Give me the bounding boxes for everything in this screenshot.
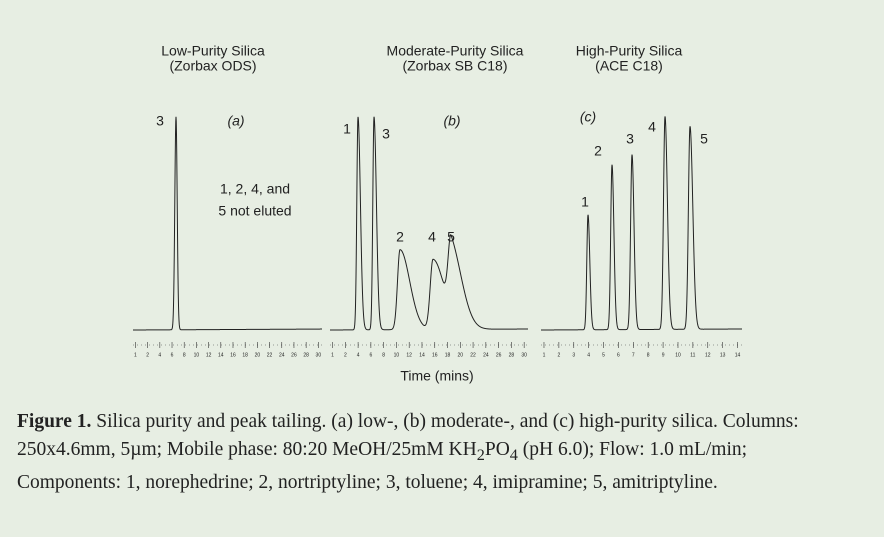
tick: 2: [557, 352, 560, 358]
plots: Low-Purity Silica(Zorbax ODS) (a) 1, 2, 4,…: [133, 43, 742, 358]
caption-sub: 2: [476, 445, 485, 464]
tick: 4: [158, 352, 161, 358]
chromatogram: [541, 116, 742, 331]
tick: 28: [509, 352, 515, 358]
panel-title: Low-Purity Silica: [161, 43, 265, 59]
figure: Low-Purity Silica(Zorbax ODS) (a) 1, 2, 4,…: [133, 43, 742, 384]
tick: 12: [705, 352, 711, 358]
peak-label: 3: [156, 113, 164, 129]
tick: 1: [543, 352, 546, 358]
panel-title: (Zorbax ODS): [169, 58, 256, 74]
caption-text: (pH 6.0); Flow: 1.0 mL/min; Components: …: [17, 438, 748, 493]
peak-label: 3: [626, 131, 634, 147]
panel-title: (ACE C18): [595, 58, 663, 74]
tick: 2: [344, 352, 347, 358]
caption-text: PO: [484, 438, 510, 460]
tick: 11: [690, 352, 695, 358]
chromatogram: [133, 116, 322, 331]
tick: 13: [720, 352, 726, 358]
peak-label: 2: [594, 143, 602, 159]
panel-title: Moderate-Purity Silica: [387, 43, 524, 59]
tick: 16: [230, 352, 236, 358]
tick: 14: [218, 352, 224, 358]
tick: 4: [357, 352, 360, 358]
peak-label: 5: [700, 131, 708, 147]
tick: 14: [735, 352, 741, 358]
tick: 20: [458, 352, 464, 358]
tick: 20: [255, 352, 261, 358]
panel-letter: (b): [443, 113, 460, 129]
tick: 1: [331, 352, 334, 358]
tick: 30: [316, 352, 322, 358]
tick: 26: [496, 352, 502, 358]
peak-label: 2: [396, 229, 404, 245]
tick: 6: [617, 352, 620, 358]
tick: 2: [146, 352, 149, 358]
tick: 10: [675, 352, 681, 358]
peak-label: 1: [581, 194, 589, 210]
tick: 28: [303, 352, 309, 358]
tick: 6: [171, 352, 174, 358]
panel-letter: (a): [227, 113, 244, 129]
panel-letter: (c): [580, 109, 596, 125]
tick: 8: [647, 352, 650, 358]
caption-text: Silica purity and peak tailing. (a) low-…: [17, 411, 799, 460]
tick: 18: [242, 352, 248, 358]
tick: 24: [483, 352, 489, 358]
note: 5 not eluted: [218, 203, 291, 219]
tick: 4: [587, 352, 590, 358]
tick: 5: [602, 352, 605, 358]
peak-label: 4: [428, 229, 436, 245]
tick: 12: [406, 352, 412, 358]
tick: 30: [521, 352, 527, 358]
caption-label: Figure 1.: [17, 411, 92, 432]
caption: Figure 1. Silica purity and peak tailing…: [17, 408, 847, 496]
peak-label: 3: [382, 126, 390, 142]
tick: 12: [206, 352, 212, 358]
tick: 16: [432, 352, 438, 358]
caption-sub: 4: [509, 445, 518, 464]
tick: 18: [445, 352, 451, 358]
tick: 1: [134, 352, 137, 358]
tick: 14: [419, 352, 425, 358]
panel-title: High-Purity Silica: [576, 43, 683, 59]
tick: 22: [470, 352, 476, 358]
tick: 9: [662, 352, 665, 358]
peak-label: 4: [648, 119, 656, 135]
tick: 10: [194, 352, 200, 358]
panel-title: (Zorbax SB C18): [402, 58, 507, 74]
x-axis-label: Time (mins): [400, 368, 473, 384]
tick: 8: [382, 352, 385, 358]
tick: 8: [183, 352, 186, 358]
tick: 3: [572, 352, 575, 358]
chromatogram: [330, 116, 528, 331]
tick: 26: [291, 352, 297, 358]
tick: 22: [267, 352, 273, 358]
tick: 6: [369, 352, 372, 358]
peak-label: 1: [343, 121, 351, 137]
note: 1, 2, 4, and: [220, 181, 290, 197]
tick: 10: [394, 352, 400, 358]
tick: 24: [279, 352, 285, 358]
tick: 7: [632, 352, 635, 358]
